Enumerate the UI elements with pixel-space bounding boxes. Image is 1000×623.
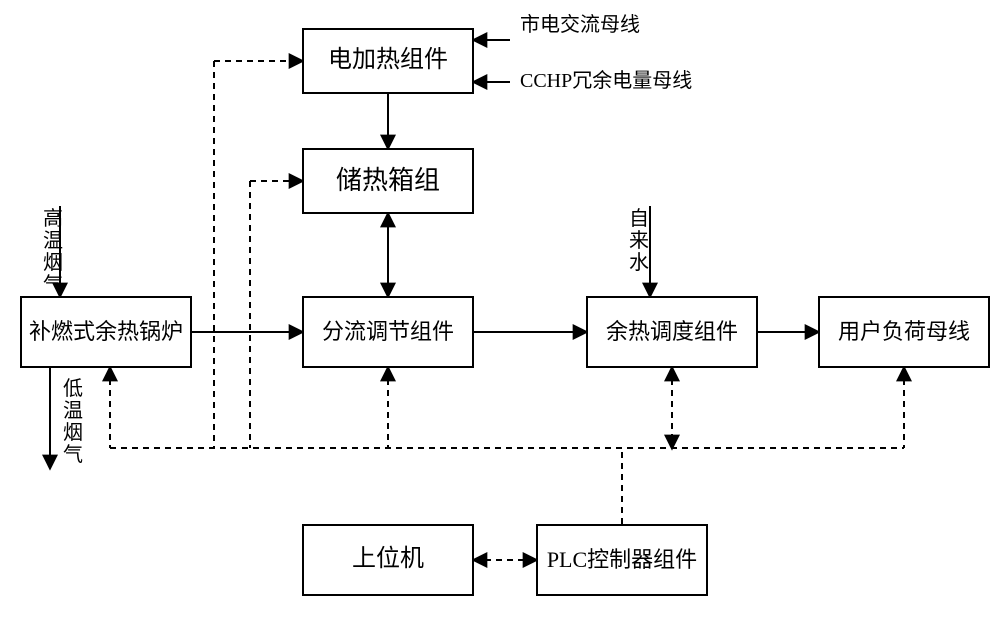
node-heater-label: 电加热组件 — [328, 45, 448, 76]
node-plc: PLC控制器组件 — [536, 524, 708, 596]
node-userbus-label: 用户负荷母线 — [838, 318, 970, 347]
label-tap-water: 自 来 水 — [628, 208, 650, 274]
node-boiler-label: 补燃式余热锅炉 — [29, 318, 183, 347]
label-high-gas: 高 温 烟 气 — [42, 208, 64, 296]
node-boiler: 补燃式余热锅炉 — [20, 296, 192, 368]
node-waste: 余热调度组件 — [586, 296, 758, 368]
node-storage: 储热箱组 — [302, 148, 474, 214]
node-splitter: 分流调节组件 — [302, 296, 474, 368]
node-host-label: 上位机 — [352, 544, 424, 575]
node-waste-label: 余热调度组件 — [606, 318, 738, 347]
node-splitter-label: 分流调节组件 — [322, 318, 454, 347]
node-storage-label: 储热箱组 — [336, 164, 440, 198]
node-userbus: 用户负荷母线 — [818, 296, 990, 368]
label-low-gas: 低 温 烟 气 — [62, 378, 84, 466]
node-host: 上位机 — [302, 524, 474, 596]
label-grid-ac: 市电交流母线 — [520, 14, 640, 37]
node-plc-label: PLC控制器组件 — [547, 546, 697, 575]
label-cchp: CCHP冗余电量母线 — [520, 70, 692, 93]
node-heater: 电加热组件 — [302, 28, 474, 94]
